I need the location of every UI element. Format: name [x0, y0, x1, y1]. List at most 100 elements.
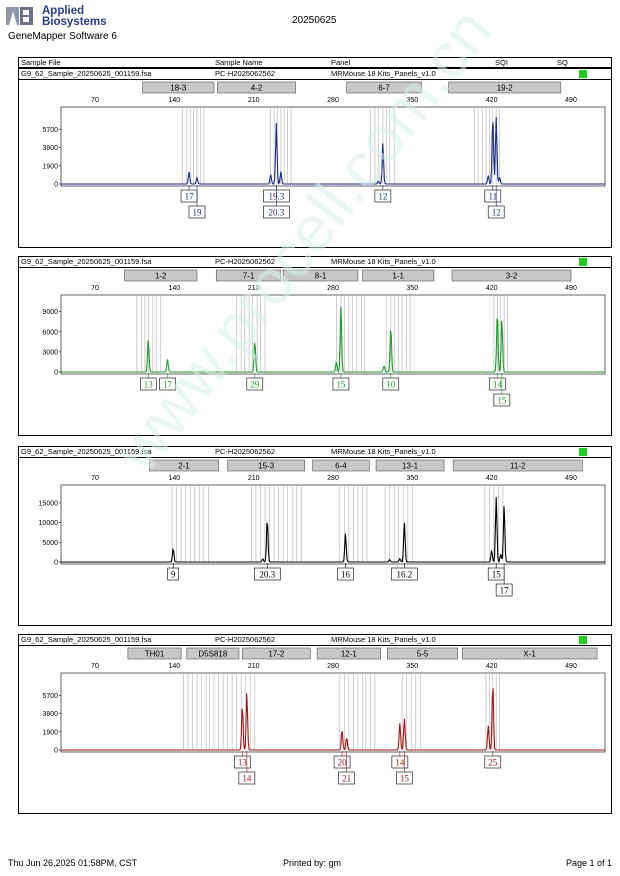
marker-label: 4-2: [251, 84, 263, 93]
x-tick-label: 70: [91, 285, 99, 292]
marker-box: [452, 459, 583, 472]
software-name: GeneMapper Software 6: [8, 31, 117, 42]
x-tick-label: 420: [486, 475, 498, 482]
allele-call-box: [493, 393, 511, 407]
electropherogram-plot: 1-2 7-1 8-1 1-1 3-2 70 140 210 280 350 420 490 0 3000…: [42, 269, 606, 407]
allele-call-label: 29: [250, 380, 259, 390]
allele-call-box: [167, 567, 179, 581]
sizing-quality-indicator: [579, 70, 587, 78]
x-tick-label: 490: [565, 97, 577, 104]
x-tick-label: 140: [168, 663, 180, 670]
allele-call-label: 14: [242, 774, 252, 784]
y-tick-label: 0: [54, 748, 58, 755]
marker-label: D5S818: [198, 650, 227, 659]
sample-name: PC-H2025062562: [215, 69, 276, 78]
x-tick-label: 280: [327, 663, 339, 670]
marker-label: 8-1: [315, 272, 327, 281]
allele-call-label: 20.3: [259, 570, 275, 580]
x-tick-label: 420: [486, 97, 498, 104]
marker-label: 17-2: [268, 650, 285, 659]
x-tick-label: 280: [327, 285, 339, 292]
allele-call-box: [484, 755, 502, 769]
allele-call-label: 12: [492, 208, 501, 218]
allele-call-box: [238, 771, 256, 785]
allele-call-box: [391, 755, 409, 769]
electropherogram-panel: G9_62_Sample_20250625_001159.fsa PC-H2025…: [18, 634, 612, 814]
x-tick-label: 210: [248, 97, 260, 104]
marker-box: [316, 647, 381, 660]
marker-label: X-1: [523, 650, 536, 659]
sample-name: PC-H2025062562: [215, 635, 276, 644]
sample-name: PC-H2025062562: [215, 447, 276, 456]
allele-call-box: [337, 567, 354, 581]
allele-call-box: [489, 377, 506, 391]
x-tick-label: 420: [486, 285, 498, 292]
footer-printed-by: Printed by: gm: [283, 858, 342, 868]
plot-frame: [60, 484, 606, 565]
marker-box: [149, 459, 219, 472]
allele-call-box: [139, 377, 157, 391]
marker-box: [282, 269, 359, 282]
allele-call-box: [374, 189, 392, 203]
sizing-quality-indicator: [579, 448, 587, 456]
allele-call-label: 13: [238, 758, 248, 768]
x-tick-label: 280: [327, 475, 339, 482]
panel-name: MRMouse 18 Kits_Panels_v1.0: [331, 447, 436, 456]
allele-call-box: [495, 583, 513, 597]
marker-box: [124, 269, 198, 282]
allele-call-label: 19: [193, 208, 203, 218]
col-panel: Panel: [331, 58, 351, 67]
col-sample-name: Sample Name: [215, 58, 263, 67]
allele-call-label: 17: [185, 192, 195, 202]
panel-name: MRMouse 18 Kits_Panels_v1.0: [331, 69, 436, 78]
y-tick-label: 6000: [42, 329, 58, 336]
x-tick-label: 420: [486, 663, 498, 670]
ab-logo-icon: [6, 5, 40, 27]
x-tick-label: 210: [248, 285, 260, 292]
allele-call-box: [246, 377, 264, 391]
signal-trace: [61, 496, 605, 564]
x-tick-label: 210: [248, 663, 260, 670]
marker-box: [461, 647, 598, 660]
y-tick-label: 3000: [42, 349, 58, 356]
y-tick-label: 1900: [42, 163, 58, 170]
allele-call-box: [338, 771, 355, 785]
allele-call-label: 20: [338, 758, 348, 768]
allele-call-label: 15: [492, 570, 502, 580]
footer-page: Page 1 of 1: [566, 858, 613, 868]
marker-box: [217, 81, 296, 94]
marker-box: [215, 269, 282, 282]
col-sq: SQ: [557, 58, 568, 67]
y-tick-label: 0: [54, 560, 58, 567]
allele-call-label: 16.2: [397, 570, 413, 580]
y-tick-label: 15000: [39, 500, 59, 507]
sample-file: G9_62_Sample_20250625_001159.fsa: [21, 447, 152, 456]
signal-trace: [61, 688, 605, 751]
y-tick-label: 5700: [42, 693, 58, 700]
sample-info-row: G9_62_Sample_20250625_001159.fsa PC-H2025…: [19, 635, 611, 646]
marker-label: 6-4: [335, 462, 347, 471]
marker-label: 18-3: [170, 84, 187, 93]
allele-call-box: [333, 755, 351, 769]
y-tick-label: 0: [54, 370, 58, 377]
marker-box: [448, 81, 562, 94]
x-tick-label: 70: [91, 663, 99, 670]
electropherogram-plot: 18-3 4-2 6-7 19-2 70 140 210 280 350 420 490 0 1900 3…: [42, 81, 606, 219]
x-tick-label: 350: [406, 97, 418, 104]
panel-name: MRMouse 18 Kits_Panels_v1.0: [331, 257, 436, 266]
x-tick-label: 140: [168, 475, 180, 482]
footer-timestamp: Thu Jun 26,2025 01:58PM, CST: [8, 858, 138, 868]
x-tick-label: 140: [168, 285, 180, 292]
allele-call-box: [484, 189, 502, 203]
plot-frame: [60, 106, 606, 187]
marker-box: [186, 647, 240, 660]
marker-label: 15-3: [258, 462, 275, 471]
plot-frame: [60, 294, 606, 375]
col-sqi: SQI: [495, 58, 508, 67]
x-tick-label: 490: [565, 475, 577, 482]
allele-call-label: 11: [488, 192, 497, 202]
x-tick-label: 350: [406, 285, 418, 292]
allele-call-label: 17: [163, 380, 173, 390]
signal-trace: [61, 306, 605, 374]
electropherogram-panel: G9_62_Sample_20250625_001159.fsa PC-H2025…: [18, 446, 612, 626]
